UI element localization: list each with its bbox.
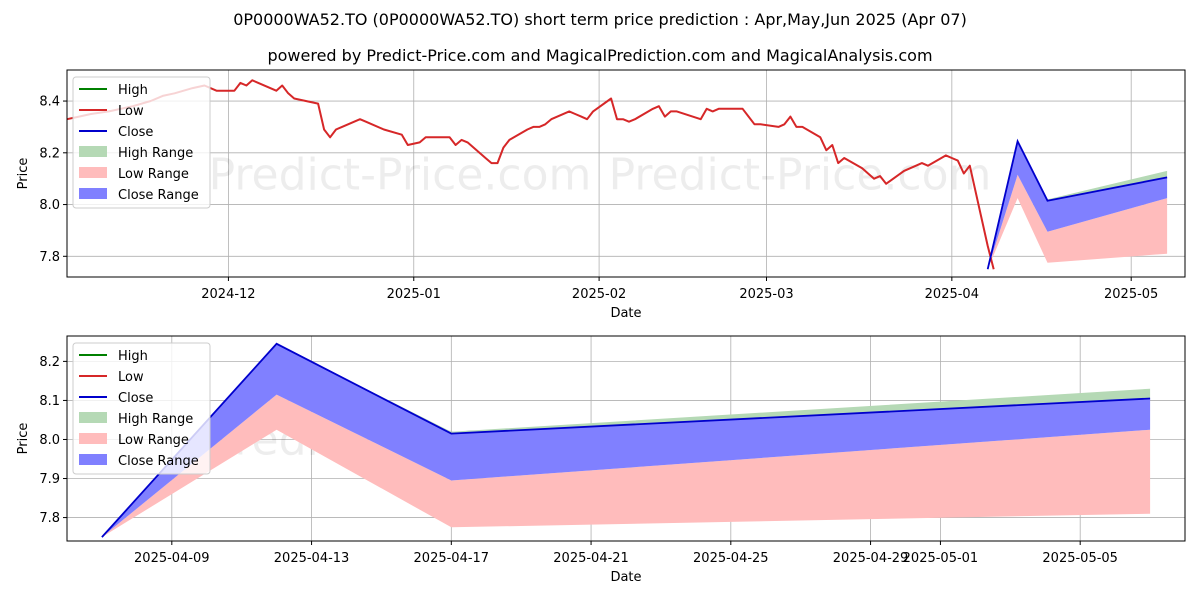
legend-box: [72, 76, 211, 209]
x-tick-label: 2025-04-13: [274, 551, 350, 566]
x-axis-label: Date: [610, 306, 641, 321]
y-axis-label: Price: [16, 158, 31, 190]
legend-label: High: [118, 349, 148, 364]
y-tick-label: 8.2: [39, 146, 60, 161]
legend-label: High: [118, 83, 148, 98]
plot-frame: [66, 69, 1186, 278]
legend-label: Low: [118, 104, 144, 119]
legend-swatch: [79, 412, 107, 423]
legend-label: Close Range: [118, 454, 199, 469]
legend-swatch: [79, 167, 107, 178]
x-tick-label: 2025-01: [387, 287, 441, 302]
x-tick-label: 2025-03: [739, 287, 793, 302]
legend-label: Close: [118, 125, 153, 140]
legend-swatch: [79, 188, 107, 199]
y-tick-label: 7.8: [39, 250, 60, 265]
legend: High Low Close High Range Low Range Close Ran…: [72, 76, 211, 209]
legend-swatch: [79, 454, 107, 465]
x-tick-label: 2025-04-21: [553, 551, 629, 566]
watermarks: Predict-Price.com Predict-Price.com: [209, 150, 992, 201]
chart-panel-2: Predict-Price.comPredict-Price.com7.87.9…: [16, 335, 1186, 585]
legend-label: Low: [118, 370, 144, 385]
x-tick-label: 2025-04-29: [833, 551, 909, 566]
x-tick-label: 2025-04-09: [134, 551, 210, 566]
y-tick-label: 8.0: [39, 433, 60, 448]
legend-label: Low Range: [118, 433, 189, 448]
y-axis: 7.8 7.9 8.0 8.1 8.2: [39, 355, 67, 526]
x-axis: 2024-12 2025-01 2025-02 2025-03 2025-04 2025-…: [201, 277, 1158, 302]
legend-label: High Range: [118, 146, 193, 161]
chart-title: 0P0000WA52.TO (0P0000WA52.TO) short term…: [233, 10, 967, 29]
x-tick-label: 2025-04: [925, 287, 979, 302]
x-tick-label: 2025-04-25: [693, 551, 769, 566]
close-range-band: [101, 343, 1151, 538]
x-axis: 2025-04-09 2025-04-13 2025-04-17 2025-04-21…: [134, 541, 1118, 566]
y-tick-label: 8.1: [39, 394, 60, 409]
history-price-line: [66, 79, 995, 270]
y-tick-label: 7.8: [39, 511, 60, 526]
low-range-band: [987, 174, 1168, 270]
watermark-text: Predict-Price.com: [209, 150, 592, 201]
x-axis-label: Date: [610, 570, 641, 585]
legend-swatch: [79, 433, 107, 444]
y-tick-label: 8.4: [39, 95, 60, 110]
legend-label: Low Range: [118, 167, 189, 182]
legend-label: Close Range: [118, 188, 199, 203]
legend-swatch: [79, 146, 107, 157]
y-axis-label: Price: [16, 423, 31, 455]
close-range-band: [987, 141, 1168, 270]
chart-panel-1: Predict-Price.com Predict-Price.com 7.8 8.0…: [16, 69, 1186, 321]
x-tick-label: 2025-05-01: [903, 551, 979, 566]
plot-frame: [66, 335, 1186, 542]
legend: High Low Close High Range Low Range Close Ran…: [72, 342, 211, 475]
legend-label: High Range: [118, 412, 193, 427]
legend-label: Close: [118, 391, 153, 406]
y-axis: 7.8 8.0 8.2 8.4: [39, 95, 67, 265]
x-tick-label: 2025-05-05: [1042, 551, 1118, 566]
chart-subtitle: powered by Predict-Price.com and Magical…: [267, 46, 933, 65]
y-tick-label: 8.2: [39, 355, 60, 370]
x-tick-label: 2025-02: [572, 287, 626, 302]
close-forecast-line: [986, 138, 1168, 270]
grid: [67, 70, 1185, 277]
watermark-text: Predict-Price.com: [609, 150, 992, 201]
low-range-band: [101, 394, 1151, 538]
x-tick-label: 2025-04-17: [414, 551, 490, 566]
legend-box: [72, 342, 211, 475]
x-tick-label: 2024-12: [201, 287, 255, 302]
y-tick-label: 8.0: [39, 198, 60, 213]
y-tick-label: 7.9: [39, 472, 60, 487]
x-tick-label: 2025-05: [1104, 287, 1158, 302]
